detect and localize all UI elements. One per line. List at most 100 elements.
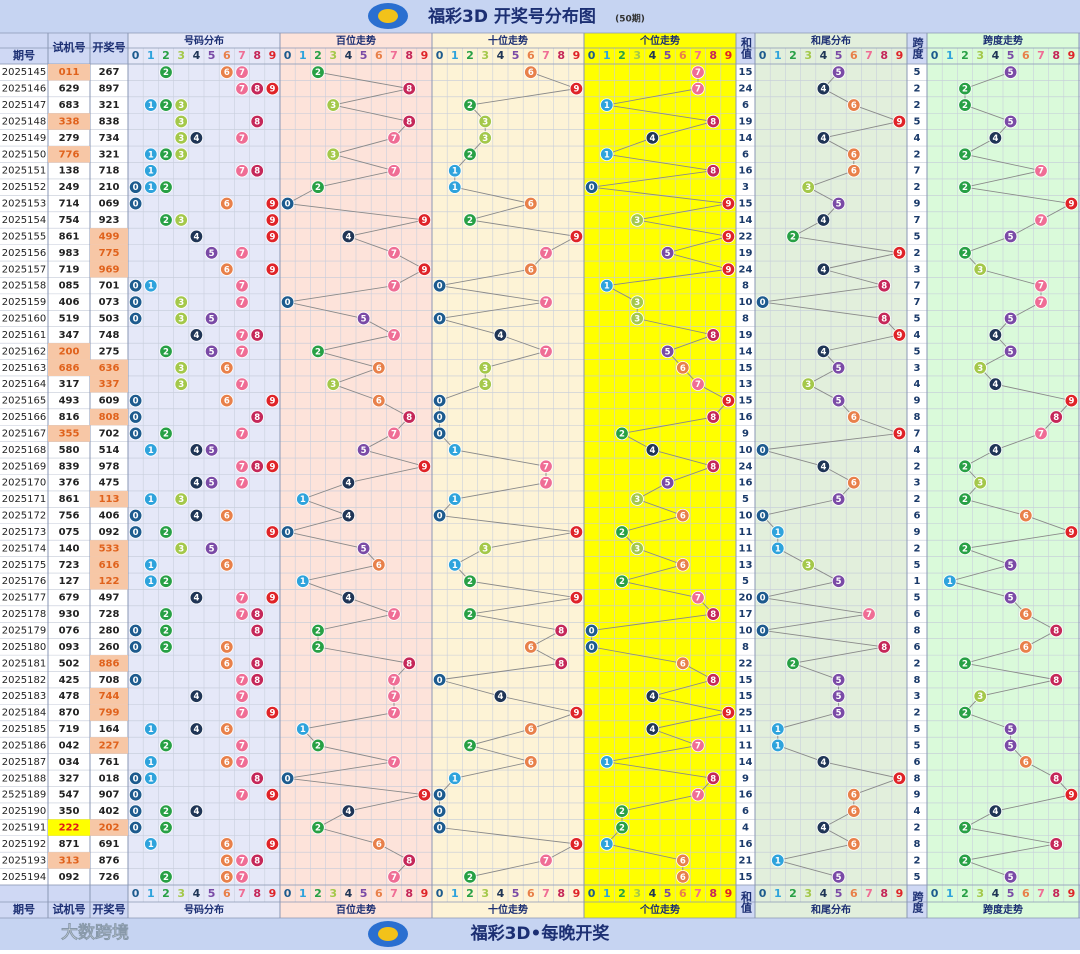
ball-digit: 9 <box>421 791 427 801</box>
draw-number: 406 <box>99 511 120 522</box>
sum-value: 15 <box>739 675 753 686</box>
draw-number: 260 <box>99 642 120 653</box>
sum-value: 24 <box>739 264 753 275</box>
ball-digit: 4 <box>820 85 826 95</box>
ball-digit: 8 <box>881 315 887 325</box>
ball-digit: 0 <box>437 512 443 522</box>
digit-ball <box>220 262 234 276</box>
digit-ball <box>1003 590 1018 605</box>
digit-ball <box>174 541 188 556</box>
period: 2025163 <box>2 363 47 374</box>
digit-header: 4 <box>497 49 505 62</box>
ball-digit: 5 <box>836 397 842 407</box>
test-number: 138 <box>59 166 80 177</box>
draw-number: 907 <box>99 790 120 801</box>
ball-digit: 4 <box>820 758 826 768</box>
digit-ball <box>159 738 173 753</box>
ball-digit: 7 <box>1038 216 1044 226</box>
ball-digit: 7 <box>239 462 245 472</box>
span-value: 9 <box>914 790 921 801</box>
digit-ball <box>159 640 173 654</box>
ball-digit: 0 <box>437 282 443 292</box>
period: 2025173 <box>2 527 47 538</box>
digit-ball <box>402 656 416 671</box>
ball-digit: 4 <box>497 692 503 702</box>
digit-header: 6 <box>223 887 231 900</box>
digit-header: 6 <box>1022 49 1030 62</box>
digit-ball <box>432 673 447 687</box>
test-number: 200 <box>59 346 80 357</box>
sum-value: 3 <box>742 182 749 193</box>
ball-digit: 3 <box>634 544 640 554</box>
ball-digit: 7 <box>543 462 549 472</box>
digit-ball <box>159 213 173 227</box>
ball-digit: 9 <box>725 397 731 407</box>
ball-digit: 9 <box>573 232 579 242</box>
digit-ball <box>296 722 310 736</box>
ball-digit: 1 <box>775 741 781 751</box>
test-number: 861 <box>59 231 80 242</box>
digit-ball <box>387 689 401 703</box>
digit-header: 1 <box>603 49 611 62</box>
ball-digit: 8 <box>710 610 716 620</box>
ball-digit: 1 <box>604 840 610 850</box>
table: 期号期号试机号试机号开奖号开奖号和值和值跨度跨度号码分布号码分布00112233… <box>0 32 1080 919</box>
draw-number: 718 <box>99 166 120 177</box>
test-number: 776 <box>59 149 80 160</box>
ball-digit: 8 <box>1053 774 1059 784</box>
ball-digit: 2 <box>962 249 968 259</box>
digit-ball <box>645 131 660 145</box>
section-header: 个位走势 <box>639 903 680 916</box>
digit-ball <box>676 853 690 868</box>
ball-digit: 5 <box>1008 347 1014 357</box>
digit-header: 7 <box>865 887 873 900</box>
ball-digit: 2 <box>163 643 169 653</box>
digit-ball <box>387 164 401 178</box>
digit-ball <box>721 705 736 720</box>
digit-ball <box>144 147 158 162</box>
period: 2025168 <box>2 445 47 456</box>
digit-ball <box>128 393 143 408</box>
ball-digit: 9 <box>1068 791 1074 801</box>
ball-digit: 3 <box>977 692 983 702</box>
digit-ball <box>892 114 907 129</box>
title-banner <box>0 0 1080 33</box>
span-value: 2 <box>914 149 921 160</box>
digit-ball <box>1003 311 1018 326</box>
digit-ball <box>387 705 401 720</box>
draw-number: 514 <box>99 445 120 456</box>
ball-digit: 6 <box>376 364 382 374</box>
ball-digit: 7 <box>239 282 245 292</box>
ball-digit: 0 <box>133 512 139 522</box>
ball-digit: 0 <box>285 528 291 538</box>
digit-header: 0 <box>759 887 767 900</box>
ball-digit: 7 <box>239 741 245 751</box>
ball-digit: 7 <box>239 134 245 144</box>
ball-digit: 7 <box>239 380 245 390</box>
digit-ball <box>539 459 553 473</box>
sum-value: 16 <box>739 166 753 177</box>
ball-digit: 5 <box>836 577 842 587</box>
sum-value: 5 <box>742 576 749 587</box>
ball-digit: 1 <box>947 577 953 587</box>
ball-digit: 7 <box>1038 282 1044 292</box>
sum-value: 13 <box>739 560 753 571</box>
sum-value: 4 <box>742 823 749 834</box>
digit-ball <box>235 689 249 703</box>
period: 2025182 <box>2 675 47 686</box>
digit-ball <box>128 804 143 818</box>
digit-header: 0 <box>588 887 596 900</box>
span-value: 5 <box>914 346 921 357</box>
span-value: 8 <box>914 839 921 850</box>
ball-digit: 1 <box>148 561 154 571</box>
sum-value: 10 <box>739 511 753 522</box>
ball-digit: 6 <box>851 791 857 801</box>
span-value: 8 <box>914 773 921 784</box>
digit-header: 6 <box>679 887 687 900</box>
digit-ball <box>1049 837 1063 851</box>
sum-value: 16 <box>739 839 753 850</box>
ball-digit: 6 <box>528 758 534 768</box>
column-header: 期号 <box>13 48 35 62</box>
digit-header: 1 <box>603 887 611 900</box>
ball-digit: 0 <box>437 397 443 407</box>
